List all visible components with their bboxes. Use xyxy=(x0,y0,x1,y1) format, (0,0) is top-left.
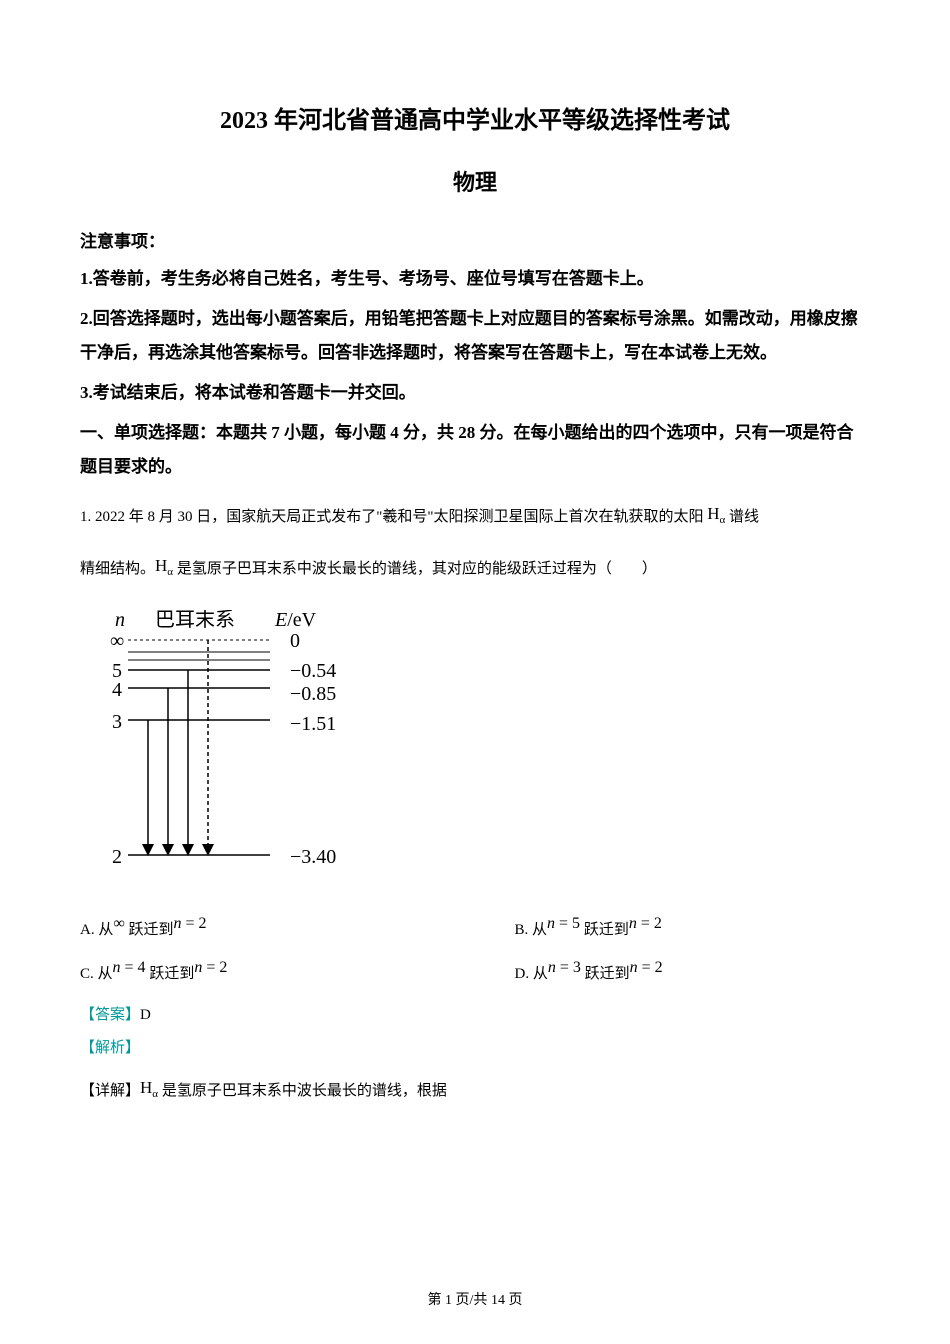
diagram-series-label: 巴耳末系 xyxy=(155,610,235,631)
level-2-e: −3.40 xyxy=(290,846,336,868)
level-3-e: −1.51 xyxy=(290,713,336,735)
options-row-2: C. 从n = 4 跃迁到n = 2 D. 从n = 3 跃迁到n = 2 xyxy=(80,959,870,983)
detail-line: 【详解】Hα 是氢原子巴耳末系中波长最长的谱线，根据 xyxy=(80,1069,870,1108)
level-3-n: 3 xyxy=(112,711,122,733)
option-d-sup: n = 3 xyxy=(548,959,581,976)
option-d-pre: 从 xyxy=(533,966,548,982)
section-heading: 一、单项选择题：本题共 7 小题，每小题 4 分，共 28 分。在每小题给出的四… xyxy=(80,416,870,484)
question-1-line-2: 精细结构。Hα 是氢原子巴耳末系中波长最长的谱线，其对应的能级跃迁过程为（ ） xyxy=(80,542,870,590)
option-c: C. 从n = 4 跃迁到n = 2 xyxy=(80,959,515,983)
footer-post: 页 xyxy=(505,1293,523,1308)
option-c-eq: n = 2 xyxy=(194,959,227,976)
detail-ha-h: H xyxy=(140,1078,152,1097)
option-d-letter: D. xyxy=(515,966,530,982)
footer-pre: 第 xyxy=(428,1293,446,1308)
detail-label: 【详解】 xyxy=(80,1083,140,1099)
option-d-eq: n = 2 xyxy=(630,959,663,976)
option-b: B. 从n = 5 跃迁到n = 2 xyxy=(515,915,871,939)
answer-label: 【答案】 xyxy=(80,1007,140,1023)
option-a-pre: 从 xyxy=(98,922,113,938)
option-a-eq: n = 2 xyxy=(174,915,207,932)
option-c-mid: 跃迁到 xyxy=(149,966,194,982)
option-c-pre: 从 xyxy=(98,966,113,982)
answer-line: 【答案】D xyxy=(80,1003,870,1024)
options-row-1: A. 从∞ 跃迁到n = 2 B. 从n = 5 跃迁到n = 2 xyxy=(80,915,870,939)
analysis-label: 【解析】 xyxy=(80,1040,140,1056)
energy-level-diagram: n 巴耳末系 E/eV ∞ 0 5 −0.54 4 −0.85 3 −1.51 … xyxy=(100,610,870,885)
level-4-e: −0.85 xyxy=(290,683,336,705)
option-d: D. 从n = 3 跃迁到n = 2 xyxy=(515,959,871,983)
notice-item-3: 3.考试结束后，将本试卷和答题卡一并交回。 xyxy=(80,376,870,410)
page-subtitle: 物理 xyxy=(80,165,870,197)
option-d-mid: 跃迁到 xyxy=(585,966,630,982)
notice-item-1: 1.答卷前，考生务必将自己姓名，考生号、考场号、座位号填写在答题卡上。 xyxy=(80,262,870,296)
analysis-line: 【解析】 xyxy=(80,1036,870,1057)
answer-value: D xyxy=(140,1007,151,1023)
q1-line2-pre: 精细结构。 xyxy=(80,561,155,577)
footer-total: 14 xyxy=(491,1293,505,1308)
ha-symbol-h: H xyxy=(707,504,719,523)
option-a-letter: A. xyxy=(80,922,95,938)
level-inf-n: ∞ xyxy=(110,630,124,652)
q1-line2-post: 是氢原子巴耳末系中波长最长的谱线，其对应的能级跃迁过程为（ ） xyxy=(173,561,657,577)
q1-prefix: 1. 2022 年 8 月 30 日，国家航天局正式发布了"羲和号"太阳探测卫星… xyxy=(80,509,707,525)
level-4-n: 4 xyxy=(112,679,122,701)
level-inf-e: 0 xyxy=(290,630,300,652)
page-title: 2023 年河北省普通高中学业水平等级选择性考试 xyxy=(80,100,870,135)
page-footer: 第 1 页/共 14 页 xyxy=(0,1289,950,1309)
level-5-e: −0.54 xyxy=(290,660,336,682)
option-c-sup: n = 4 xyxy=(113,959,146,976)
diagram-energy-label: E/eV xyxy=(274,610,317,631)
footer-mid: 页/共 xyxy=(452,1293,491,1308)
diagram-n-label: n xyxy=(115,610,125,631)
notice-label: 注意事项： xyxy=(80,227,870,252)
option-b-letter: B. xyxy=(515,922,529,938)
footer-page: 1 xyxy=(445,1293,452,1308)
option-a: A. 从∞ 跃迁到n = 2 xyxy=(80,915,515,939)
option-b-eq: n = 2 xyxy=(629,915,662,932)
option-c-letter: C. xyxy=(80,966,94,982)
option-b-mid: 跃迁到 xyxy=(584,922,629,938)
notice-item-2: 2.回答选择题时，选出每小题答案后，用铅笔把答题卡上对应题目的答案标号涂黑。如需… xyxy=(80,302,870,370)
option-a-sup: ∞ xyxy=(113,915,124,932)
ha-symbol-h-2: H xyxy=(155,556,167,575)
detail-post: 是氢原子巴耳末系中波长最长的谱线，根据 xyxy=(158,1083,447,1099)
question-1-line-1: 1. 2022 年 8 月 30 日，国家航天局正式发布了"羲和号"太阳探测卫星… xyxy=(80,490,870,538)
option-a-mid: 跃迁到 xyxy=(129,922,174,938)
q1-mid1: 谱线 xyxy=(725,509,759,525)
level-2-n: 2 xyxy=(112,846,122,868)
option-b-pre: 从 xyxy=(532,922,547,938)
option-b-sup: n = 5 xyxy=(547,915,580,932)
